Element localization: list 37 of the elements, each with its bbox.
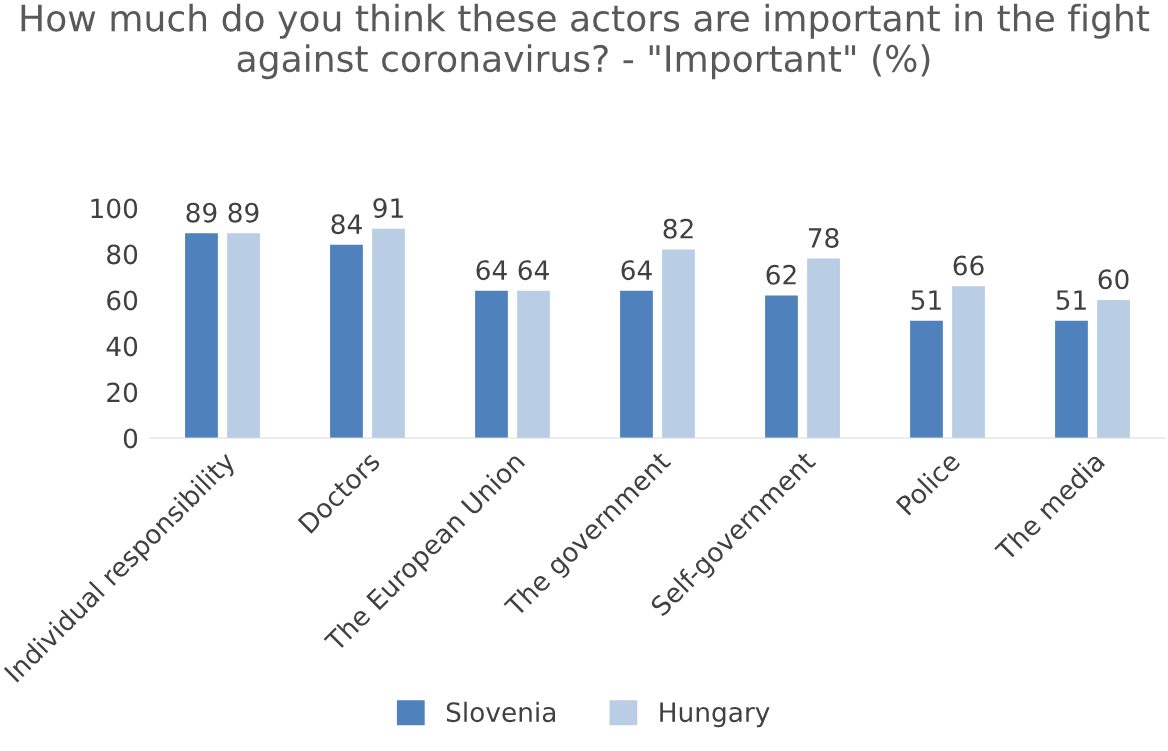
data-label: 64 xyxy=(476,260,507,281)
bar xyxy=(517,290,550,438)
data-label: 82 xyxy=(663,218,693,239)
data-label: 78 xyxy=(808,227,839,248)
bar xyxy=(765,295,798,438)
data-label: 84 xyxy=(331,214,362,235)
bar xyxy=(475,290,508,438)
data-label: 64 xyxy=(621,260,652,281)
bar xyxy=(1055,320,1088,438)
bar xyxy=(227,233,260,438)
data-label: 64 xyxy=(518,260,549,281)
bar xyxy=(910,320,943,438)
y-tick-label: 100 xyxy=(91,198,138,219)
bar xyxy=(372,228,405,438)
y-tick-label: 80 xyxy=(107,244,138,265)
legend-label: Hungary xyxy=(660,702,770,728)
data-label: 89 xyxy=(228,202,259,223)
bar xyxy=(620,290,653,438)
bar xyxy=(185,233,218,438)
bar xyxy=(807,258,840,438)
bar xyxy=(952,286,985,438)
data-label: 51 xyxy=(911,290,941,311)
y-tick-label: 40 xyxy=(106,336,138,357)
bar xyxy=(1097,300,1130,438)
y-tick-label: 20 xyxy=(107,382,138,403)
y-tick-label: 0 xyxy=(123,428,138,449)
legend-label: Slovenia xyxy=(446,701,556,723)
data-label: 91 xyxy=(373,198,403,219)
data-label: 51 xyxy=(1056,290,1086,311)
data-label: 62 xyxy=(766,264,796,285)
bar xyxy=(330,244,363,438)
bar xyxy=(662,249,695,438)
chart-title: How much do you think these actors are important in the fight against coronavirus? - "Important" (%) xyxy=(21,3,1150,80)
data-label: 60 xyxy=(1098,269,1129,290)
data-label: 89 xyxy=(186,202,217,223)
y-tick-label: 60 xyxy=(107,290,138,311)
data-label: 66 xyxy=(953,255,984,276)
